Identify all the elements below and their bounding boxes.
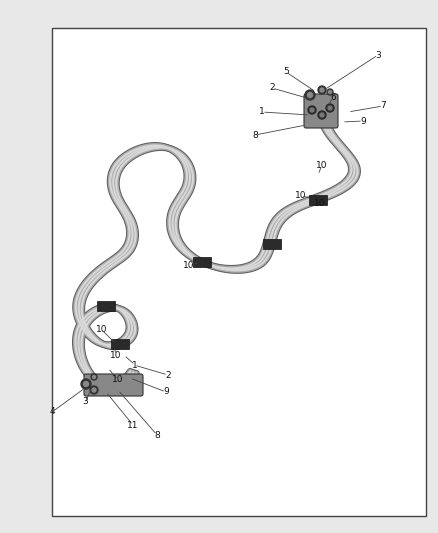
Text: 10: 10 [112,376,124,384]
Circle shape [308,106,316,114]
Text: 6: 6 [330,93,336,101]
Text: 4: 4 [49,408,55,416]
Bar [309,195,327,205]
Text: 5: 5 [283,68,289,77]
Text: 8: 8 [252,131,258,140]
Bar [52,28,426,516]
Text: 8: 8 [154,431,160,440]
Bar [97,301,115,311]
Circle shape [327,89,333,95]
Circle shape [84,382,88,386]
Circle shape [307,93,312,98]
Text: 10: 10 [314,199,326,208]
Circle shape [328,106,332,110]
Circle shape [310,108,314,112]
Circle shape [90,386,98,394]
Circle shape [318,111,326,119]
Bar [263,239,281,249]
Circle shape [81,379,91,389]
Text: 1: 1 [259,108,265,117]
Circle shape [328,91,332,93]
Bar [193,257,211,267]
Text: 10: 10 [183,262,195,271]
Circle shape [318,86,326,94]
Circle shape [91,374,97,380]
Text: 2: 2 [269,84,275,93]
Text: 10: 10 [295,191,307,200]
Circle shape [320,88,324,92]
FancyBboxPatch shape [304,94,338,128]
Text: 2: 2 [165,370,171,379]
Text: 10: 10 [110,351,122,359]
Text: 7: 7 [380,101,386,110]
Circle shape [326,104,334,112]
Circle shape [305,90,315,100]
Text: 3: 3 [375,51,381,60]
Text: 10: 10 [316,160,328,169]
Bar [111,339,129,349]
Text: 9: 9 [163,387,169,397]
Text: 11: 11 [127,421,139,430]
Text: 10: 10 [96,326,108,335]
Text: 1: 1 [132,360,138,369]
Circle shape [92,376,95,378]
Text: 9: 9 [360,117,366,125]
Bar [111,381,129,391]
Circle shape [92,388,96,392]
Circle shape [320,113,324,117]
FancyBboxPatch shape [84,374,143,396]
Text: 3: 3 [82,398,88,407]
